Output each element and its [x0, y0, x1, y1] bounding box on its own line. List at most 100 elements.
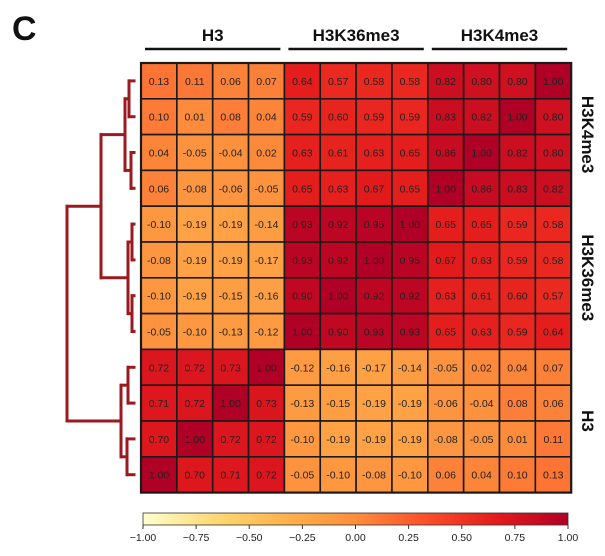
row-group-label: H3K36me3 [578, 234, 597, 321]
heatmap-cell [426, 169, 465, 207]
column-group-label: H3K36me3 [313, 26, 400, 45]
cell-value-label: -0.04 [219, 148, 243, 160]
cell-value-label: 0.57 [328, 76, 349, 88]
heatmap-cell [498, 348, 537, 386]
heatmap-cell [247, 312, 286, 351]
colorbar-tick-label: 1.00 [558, 532, 579, 544]
heatmap-cell [247, 205, 286, 243]
heatmap-cell [534, 133, 572, 172]
colorbar-tick-label: −0.25 [289, 532, 316, 544]
heatmap-cell [283, 420, 322, 458]
heatmap-cell [211, 420, 250, 458]
cell-value-label: 0.02 [256, 148, 277, 160]
cell-value-label: 0.95 [400, 255, 421, 267]
cell-value-label: -0.04 [470, 398, 494, 410]
cell-value-label: 0.92 [364, 291, 385, 303]
heatmap-border [139, 61, 573, 494]
cell-value-label: -0.08 [147, 255, 171, 267]
cell-value-label: 0.80 [543, 112, 564, 124]
cell-value-label: 0.63 [292, 148, 313, 160]
cell-value-label: 0.59 [400, 112, 421, 124]
cell-value-label: -0.10 [398, 470, 422, 482]
heatmap-cell [426, 241, 465, 279]
cell-value-label: 0.65 [471, 219, 492, 231]
cell-value-label: -0.17 [255, 255, 279, 267]
cell-value-label: 0.61 [328, 148, 349, 160]
heatmap-cell [319, 312, 357, 351]
heatmap-cell [211, 384, 250, 422]
heatmap-cell [498, 169, 537, 207]
cell-value-label: 0.65 [292, 183, 313, 195]
heatmap-cell [247, 455, 286, 494]
cell-value-label: -0.19 [183, 255, 207, 267]
heatmap-cell [319, 169, 357, 207]
heatmap-cell [391, 276, 429, 315]
heatmap-cell [283, 348, 322, 386]
cell-value-label: 0.82 [543, 183, 564, 195]
cell-value-label: 1.00 [220, 398, 241, 410]
cell-value-label: 1.00 [507, 112, 528, 124]
column-group-label: H3K4me3 [461, 26, 539, 45]
heatmap-cell [462, 276, 501, 315]
cell-value-label: 0.72 [256, 434, 277, 446]
cell-value-label: -0.05 [290, 470, 314, 482]
cell-value-label: 0.65 [400, 183, 421, 195]
colorbar-tick-label: −1.00 [130, 532, 157, 544]
heatmap-cell [283, 169, 322, 207]
cell-value-label: -0.19 [219, 219, 243, 231]
cell-value-label: 0.90 [328, 327, 349, 339]
cell-value-label: -0.17 [362, 362, 386, 374]
heatmap-cell [319, 455, 357, 494]
heatmap-cell [462, 98, 501, 136]
heatmap-cell [247, 276, 286, 315]
heatmap-cell [283, 312, 322, 351]
cell-value-label: -0.10 [326, 470, 350, 482]
heatmap-cell [462, 384, 501, 422]
cell-value-label: 0.59 [507, 219, 528, 231]
cell-value-label: 1.00 [400, 219, 421, 231]
heatmap-cell [211, 312, 250, 351]
heatmap-cell [462, 62, 501, 100]
heatmap-cell [462, 241, 501, 279]
colorbar-tick-label: −0.75 [183, 532, 210, 544]
heatmap-cell [211, 133, 250, 172]
cell-value-label: 0.65 [436, 219, 457, 231]
heatmap-cell [426, 384, 465, 422]
cell-value-label: 0.83 [507, 183, 528, 195]
cell-value-label: 0.67 [436, 255, 457, 267]
cell-value-label: 0.01 [507, 434, 528, 446]
cell-value-label: 0.59 [507, 255, 528, 267]
cell-value-label: 0.04 [471, 470, 492, 482]
cell-value-label: 0.58 [543, 255, 564, 267]
cell-value-label: 0.06 [543, 398, 564, 410]
column-group-label: H3 [202, 26, 224, 45]
row-group-headers: H3K4me3 H3K36me3 H3 [568, 68, 597, 488]
cell-value-label: 0.92 [328, 219, 349, 231]
column-group-headers: H3 H3K36me3 H3K4me3 [145, 26, 568, 51]
cell-value-label: 0.63 [471, 327, 492, 339]
cell-value-label: 0.82 [471, 112, 492, 124]
heatmap-cell [176, 205, 214, 243]
cell-value-label: 0.11 [185, 76, 205, 88]
heatmap-cell [391, 455, 429, 494]
heatmap-cell [462, 205, 501, 243]
heatmap-cell [426, 205, 465, 243]
heatmap-cell [140, 169, 178, 207]
cell-value-label: -0.10 [147, 219, 171, 231]
cell-value-label: -0.06 [434, 398, 458, 410]
heatmap-grid: 0.13 0.11 0.06 0.07 0.64 0.57 0.58 0.58 0.82 0.80… [139, 61, 573, 494]
cell-value-label: 0.93 [292, 219, 313, 231]
cell-value-label: 0.08 [507, 398, 528, 410]
heatmap-cell [319, 276, 357, 315]
colorbar-tick-label: 0.50 [452, 532, 473, 544]
cell-value-label: 0.57 [543, 291, 564, 303]
cell-value-label: -0.19 [398, 398, 422, 410]
cell-value-label: 0.60 [507, 291, 528, 303]
heatmap-cell [247, 133, 286, 172]
heatmap-cell [498, 62, 537, 100]
cell-value-label: 0.02 [471, 362, 492, 374]
cell-value-label: 0.86 [436, 148, 457, 160]
heatmap-cell [355, 205, 393, 243]
cell-value-label: 0.64 [292, 76, 313, 88]
